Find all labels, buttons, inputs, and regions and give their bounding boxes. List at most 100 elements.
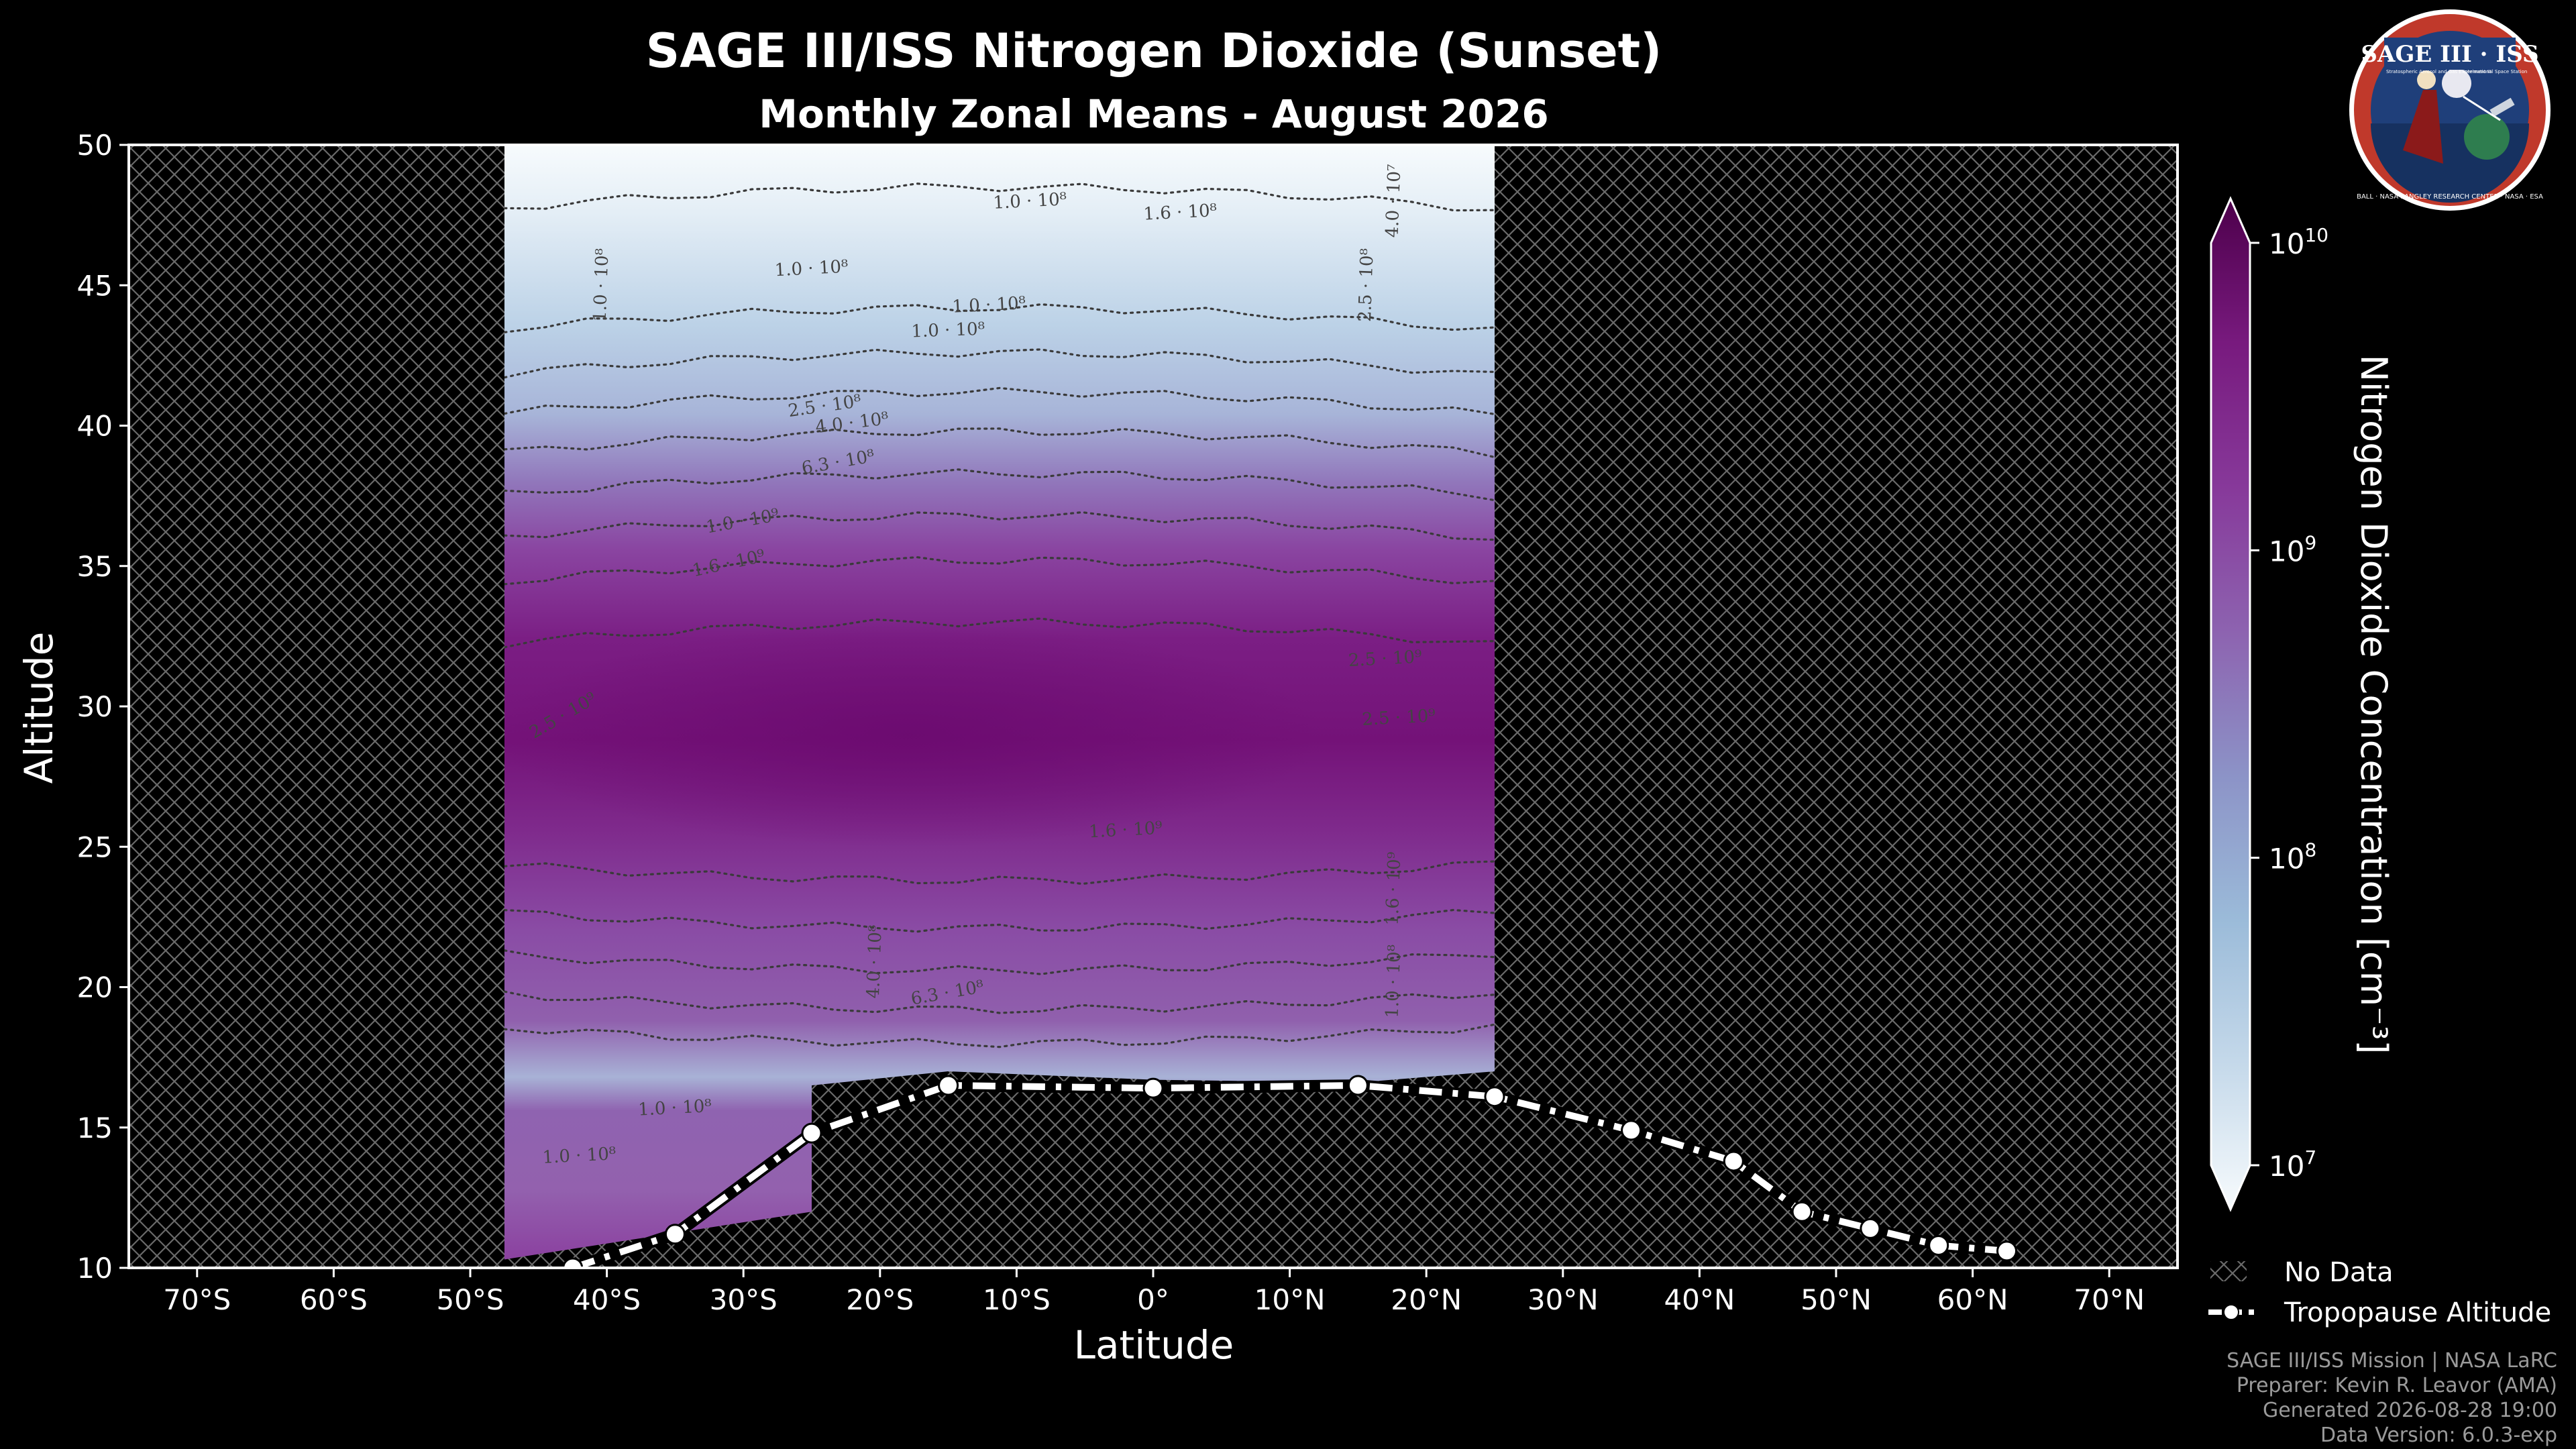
colorbar-tick-label: 107 xyxy=(2269,1146,2316,1183)
contour-label: 1.0 · 10⁸ xyxy=(993,189,1067,213)
contour-label: 4.0 · 10⁸ xyxy=(863,924,886,999)
x-tick-label: 70°S xyxy=(163,1283,231,1316)
contour-line xyxy=(504,949,1495,975)
x-tick-label: 50°S xyxy=(436,1283,504,1316)
tropopause-point xyxy=(1860,1218,1881,1239)
contour-label: 1.6 · 10⁸ xyxy=(1143,201,1218,225)
x-tick-label: 10°S xyxy=(983,1283,1051,1316)
chart-title: SAGE III/ISS Nitrogen Dioxide (Sunset) xyxy=(646,23,1662,78)
x-tick-label: 40°N xyxy=(1664,1283,1735,1316)
contour-lines xyxy=(504,182,1495,1049)
contour-label: 1.0 · 10⁸ xyxy=(952,293,1026,317)
y-axis-ticks: 10 15 20 25 30 35 40 45 50 xyxy=(77,129,129,1285)
contour-label: 1.0 · 10⁸ xyxy=(542,1144,616,1168)
colorbar-tick-label: 108 xyxy=(2269,839,2316,875)
colorbar-label: Nitrogen Dioxide Concentration [cm⁻³] xyxy=(2353,355,2395,1055)
logo-left-text: Stratospheric Aerosol and Gas Experiment… xyxy=(2386,69,2491,74)
contour-label: 1.0 · 10⁸ xyxy=(637,1096,712,1120)
tropopause-point xyxy=(801,1122,822,1144)
contour-line xyxy=(504,348,1495,379)
contour-label: 1.6 · 10⁹ xyxy=(1383,851,1405,926)
x-tick-label: 60°N xyxy=(1937,1283,2008,1316)
contour-line xyxy=(504,990,1495,1014)
contour-line xyxy=(504,468,1495,502)
tropopause-point xyxy=(1791,1201,1813,1222)
legend-tropopause-marker xyxy=(2223,1304,2239,1320)
contour-label: 4.0 · 10⁷ xyxy=(1383,164,1405,238)
logo-right-text: International Space Station xyxy=(2463,69,2527,74)
y-tick-label: 35 xyxy=(77,550,113,583)
legend-label-tropopause: Tropopause Altitude xyxy=(2284,1297,2551,1328)
tropopause-point xyxy=(938,1075,959,1096)
y-tick-label: 45 xyxy=(77,269,113,302)
contour-line xyxy=(504,860,1495,885)
credit-line-2: Preparer: Kevin R. Leavor (AMA) xyxy=(2237,1374,2557,1397)
contour-line xyxy=(504,427,1495,459)
contour-label: 1.0 · 10⁸ xyxy=(590,248,613,323)
y-tick-label: 20 xyxy=(77,971,113,1004)
contour-line xyxy=(504,303,1495,333)
credit-line-1: SAGE III/ISS Mission | NASA LaRC xyxy=(2226,1349,2557,1373)
colorbar: 107 108 109 1010 Nitrogen Dioxide Concentra… xyxy=(2210,196,2395,1212)
tropopause-point xyxy=(1142,1077,1164,1099)
credit-line-4: Data Version: 6.0.3-exp xyxy=(2320,1424,2557,1447)
tropopause-point xyxy=(1723,1150,1744,1172)
x-tick-label: 40°S xyxy=(573,1283,641,1316)
x-tick-label: 20°S xyxy=(846,1283,914,1316)
chart-subtitle: Monthly Zonal Means - August 2026 xyxy=(759,91,1548,137)
logo-title: SAGE III · ISS xyxy=(2361,41,2538,68)
contour-line xyxy=(504,617,1495,649)
y-tick-label: 50 xyxy=(77,129,113,162)
x-tick-label: 30°N xyxy=(1527,1283,1599,1316)
tropopause-point xyxy=(562,1257,584,1268)
contour-label: 1.0 · 10⁸ xyxy=(774,257,849,281)
legend-label-no-data: No Data xyxy=(2284,1257,2394,1288)
colorbar-ticks: 107 108 109 1010 xyxy=(2250,224,2328,1183)
y-tick-label: 40 xyxy=(77,410,113,443)
x-tick-label: 10°N xyxy=(1254,1283,1326,1316)
tropopause-point xyxy=(664,1224,686,1245)
contour-label: 2.5 · 10⁹ xyxy=(1348,647,1422,671)
contour-line xyxy=(504,908,1495,933)
tropopause-point xyxy=(1484,1086,1505,1108)
logo-ring-text: BALL · NASA LANGLEY RESEARCH CENTER · NA… xyxy=(2357,193,2543,201)
contour-label: 2.5 · 10⁹ xyxy=(1362,706,1436,730)
contour-line xyxy=(504,386,1495,415)
colorbar-tick-label: 109 xyxy=(2269,531,2316,568)
contour-label: 1.0 · 10⁸ xyxy=(911,319,985,342)
x-tick-label: 60°S xyxy=(300,1283,368,1316)
colorbar-tick-label: 1010 xyxy=(2269,224,2328,260)
tropopause-point xyxy=(1621,1120,1642,1141)
sage-iii-iss-logo: SAGE III · ISS Stratospheric Aerosol and… xyxy=(2349,9,2551,211)
contour-line xyxy=(504,1023,1495,1049)
y-tick-label: 30 xyxy=(77,690,113,723)
y-tick-label: 10 xyxy=(77,1252,113,1285)
tropopause-point xyxy=(1347,1075,1368,1096)
legend-no-data-swatch xyxy=(2210,1261,2247,1281)
tropopause-point xyxy=(1928,1235,1949,1256)
legend: No Data Tropopause Altitude xyxy=(2208,1257,2551,1328)
x-tick-label: 0° xyxy=(1137,1283,1169,1316)
contour-label: 1.6 · 10⁹ xyxy=(1088,818,1163,843)
y-tick-label: 15 xyxy=(77,1112,113,1144)
y-tick-label: 25 xyxy=(77,830,113,863)
x-tick-label: 50°N xyxy=(1801,1283,1872,1316)
y-axis-label: Altitude xyxy=(16,632,62,784)
contour-label: 1.0 · 10⁸ xyxy=(1383,945,1405,1019)
tropopause-point xyxy=(1996,1240,2017,1262)
contour-label: 2.5 · 10⁸ xyxy=(1355,248,1378,323)
telescope-figure-icon xyxy=(2403,90,2443,164)
contour-line xyxy=(504,182,1495,212)
x-tick-label: 30°S xyxy=(710,1283,777,1316)
contour-line xyxy=(504,511,1495,541)
credit-line-3: Generated 2026-08-28 19:00 xyxy=(2263,1399,2557,1422)
contour-line xyxy=(504,555,1495,586)
x-axis-label: Latitude xyxy=(1074,1322,1234,1368)
tropopause-series xyxy=(562,1075,2017,1268)
x-tick-label: 20°N xyxy=(1391,1283,1462,1316)
x-tick-label: 70°N xyxy=(2074,1283,2145,1316)
